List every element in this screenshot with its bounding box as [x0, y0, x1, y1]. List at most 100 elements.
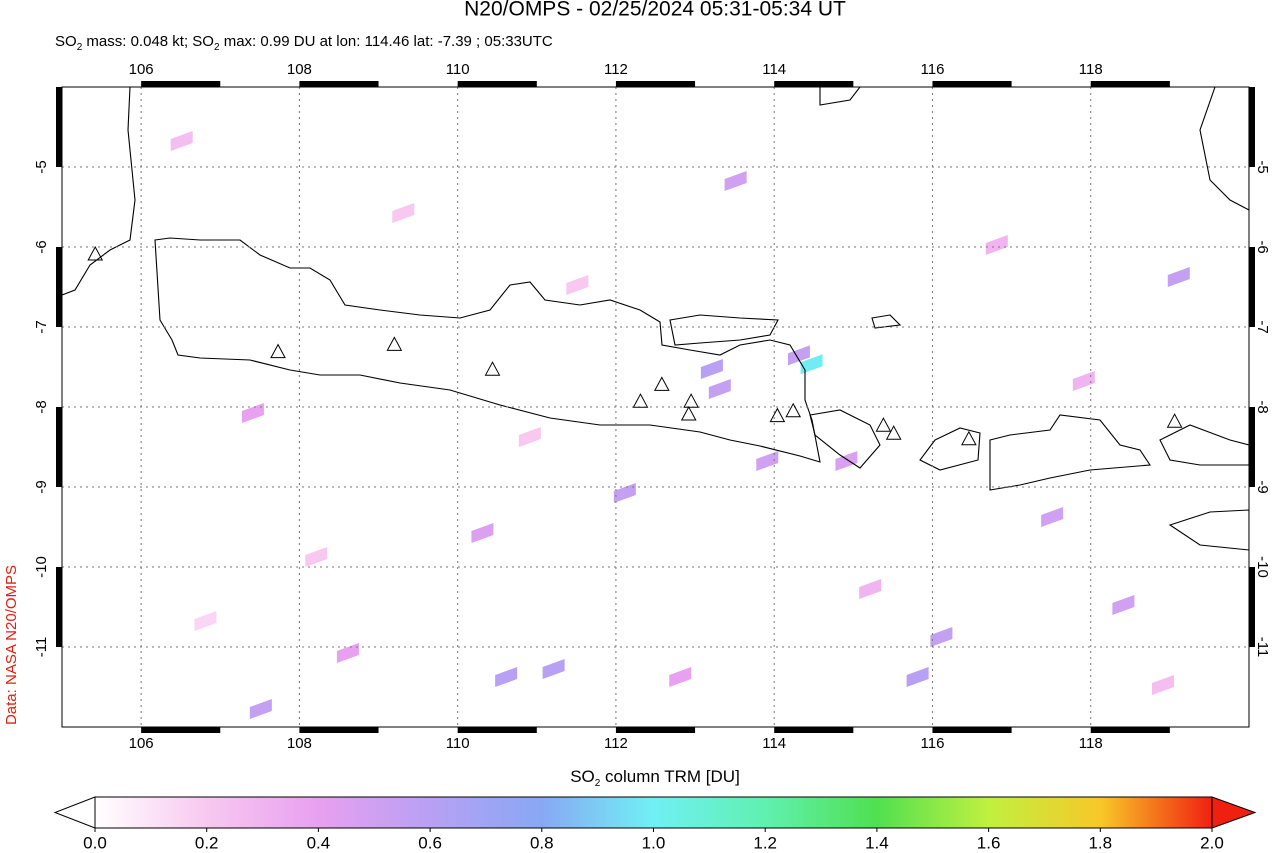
- volcano: [386, 336, 403, 351]
- lat-tick-label: -10: [1254, 556, 1271, 578]
- so2-pixel: [613, 483, 636, 503]
- volcano: [1166, 413, 1183, 428]
- so2-pixel: [392, 203, 415, 223]
- lon-tick-label: 114: [762, 61, 786, 78]
- lon-tick-label: 110: [446, 735, 470, 752]
- lat-tick-label: -11: [1254, 637, 1271, 658]
- lat-tick-label: -6: [1254, 240, 1271, 253]
- so2-pixel: [835, 451, 858, 471]
- lat-tick-label: -7: [33, 320, 50, 333]
- subtitle: SO2 mass: 0.048 kt; SO2 max: 0.99 DU at …: [55, 33, 553, 53]
- flores: [1159, 424, 1249, 466]
- sulawesi: [1199, 87, 1249, 211]
- lat-tick-label: -8: [1254, 400, 1271, 413]
- colorbar-label: SO2 column TRM [DU]: [570, 767, 740, 789]
- volcano: [961, 430, 977, 446]
- border-bar: [56, 87, 62, 167]
- lat-tick-label: -9: [33, 480, 50, 493]
- border-bar: [299, 727, 379, 733]
- so2-pixel: [930, 627, 953, 647]
- border-bar: [56, 247, 62, 327]
- lombok: [919, 427, 981, 471]
- border-bar: [56, 407, 62, 487]
- sumatra: [62, 87, 136, 296]
- border-bar: [1090, 81, 1170, 87]
- volcano: [769, 407, 786, 423]
- lon-tick-label: 118: [1079, 61, 1103, 78]
- map-overlay: [56, 81, 1255, 733]
- lat-tick-label: -11: [33, 637, 50, 658]
- volcano: [87, 245, 104, 261]
- subscript: 2: [214, 42, 220, 53]
- madura: [669, 314, 779, 346]
- colorbar-tick-label: 1.2: [753, 833, 777, 852]
- colorbar: [94, 796, 1213, 829]
- colorbar-tick-label: 1.8: [1088, 833, 1112, 852]
- map-frame: [61, 86, 1250, 728]
- text-part: SO: [55, 33, 77, 50]
- java: [154, 237, 821, 463]
- so2-pixel: [1112, 595, 1135, 615]
- border-bar: [1249, 407, 1255, 487]
- text-part: column TRM [DU]: [600, 767, 740, 786]
- so2-pixel: [859, 579, 882, 599]
- lon-tick-label: 114: [762, 735, 786, 752]
- lon-tick-label: 116: [921, 61, 945, 78]
- border-bar: [141, 81, 221, 87]
- colorbar-tick-label: 0.6: [418, 833, 442, 852]
- lat-tick-label: -9: [1254, 480, 1271, 493]
- volcano: [484, 361, 501, 376]
- border-bar: [56, 567, 62, 647]
- lat-tick-label: -7: [1254, 320, 1271, 333]
- so2-pixel: [906, 667, 929, 687]
- so2-pixel: [800, 354, 823, 375]
- so2-pixel: [708, 379, 731, 399]
- border-bar: [1249, 87, 1255, 167]
- lon-tick-label: 106: [129, 61, 154, 78]
- so2-pixel: [700, 359, 723, 379]
- lon-tick-label: 118: [1079, 735, 1103, 752]
- colorbar-tick-label: 2.0: [1200, 833, 1224, 852]
- so2-pixel: [1041, 507, 1064, 527]
- border-bar: [615, 81, 696, 87]
- so2-pixel: [305, 547, 328, 567]
- border-bar: [774, 727, 854, 733]
- volcano: [632, 393, 649, 408]
- so2-pixel: [194, 611, 217, 631]
- lon-tick-label: 110: [446, 61, 470, 78]
- so2-pixel: [471, 523, 494, 543]
- colorbar-under: [53, 796, 96, 829]
- so2-pixel: [1167, 267, 1190, 287]
- volcano: [785, 402, 802, 418]
- so2-pixel: [566, 275, 589, 295]
- so2-pixel: [669, 667, 692, 687]
- colorbar-tick-label: 1.4: [865, 833, 889, 852]
- subscript: 2: [77, 42, 83, 53]
- border-bar: [1249, 247, 1255, 327]
- so2-pixel: [985, 235, 1008, 255]
- text-part: max: 0.99 DU at lon: 114.46 lat: -7.39 ;…: [220, 33, 553, 50]
- borneo: [819, 87, 861, 106]
- bali: [809, 409, 881, 469]
- lat-tick-label: -10: [33, 556, 50, 578]
- so2-pixel: [495, 667, 518, 687]
- border-bar: [1090, 727, 1170, 733]
- lat-tick-label: -6: [33, 240, 50, 253]
- volcano: [270, 343, 286, 359]
- subscript: 2: [595, 778, 601, 789]
- lon-tick-label: 112: [604, 61, 628, 78]
- volcano: [680, 405, 697, 421]
- lon-tick-label: 108: [287, 61, 312, 78]
- so2-pixel: [756, 451, 779, 471]
- so2-layer: [170, 131, 1190, 719]
- volcano: [683, 393, 699, 408]
- so2-pixel: [170, 131, 193, 151]
- colorbar-tick-label: 1.6: [977, 833, 1001, 852]
- colorbar-tick-label: 0.4: [307, 833, 331, 852]
- lon-tick-label: 116: [921, 735, 945, 752]
- so2-pixel: [1151, 675, 1174, 695]
- border-bar: [932, 727, 1012, 733]
- so2-pixel: [1072, 371, 1095, 391]
- kangean: [871, 314, 902, 329]
- volcano: [885, 425, 902, 440]
